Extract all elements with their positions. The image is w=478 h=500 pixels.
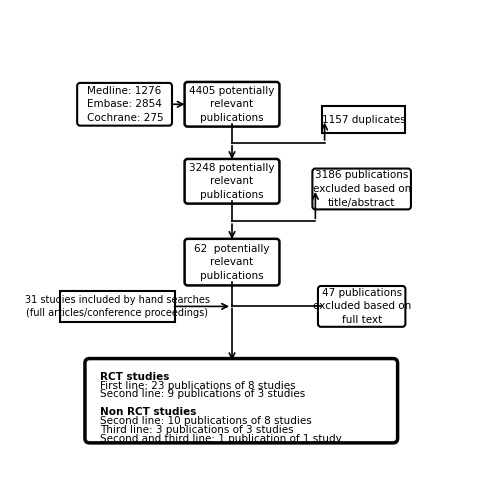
FancyBboxPatch shape xyxy=(60,291,175,322)
Text: RCT studies: RCT studies xyxy=(100,372,170,382)
FancyBboxPatch shape xyxy=(85,358,398,443)
FancyBboxPatch shape xyxy=(77,83,172,126)
FancyBboxPatch shape xyxy=(318,286,405,327)
Text: Medline: 1276
Embase: 2854
Cochrane: 275: Medline: 1276 Embase: 2854 Cochrane: 275 xyxy=(87,86,163,123)
Text: 1157 duplicates: 1157 duplicates xyxy=(322,114,405,124)
Text: 62  potentially
relevant
publications: 62 potentially relevant publications xyxy=(194,244,270,281)
Text: Third line: 3 publications of 3 studies: Third line: 3 publications of 3 studies xyxy=(100,425,294,435)
FancyBboxPatch shape xyxy=(185,82,280,126)
Text: 3186 publications
excluded based on
title/abstract: 3186 publications excluded based on titl… xyxy=(313,170,411,207)
Text: 4405 potentially
relevant
publications: 4405 potentially relevant publications xyxy=(189,86,275,123)
FancyBboxPatch shape xyxy=(185,159,280,204)
Text: 47 publications
excluded based on
full text: 47 publications excluded based on full t… xyxy=(313,288,411,325)
FancyBboxPatch shape xyxy=(313,168,411,209)
FancyBboxPatch shape xyxy=(322,106,405,134)
Text: First line: 23 publications of 8 studies: First line: 23 publications of 8 studies xyxy=(100,380,296,390)
FancyBboxPatch shape xyxy=(185,239,280,286)
Text: Second line: 10 publications of 8 studies: Second line: 10 publications of 8 studie… xyxy=(100,416,312,426)
Text: 3248 potentially
relevant
publications: 3248 potentially relevant publications xyxy=(189,162,275,200)
Text: 31 studies included by hand searches
(full articles/conference proceedings): 31 studies included by hand searches (fu… xyxy=(25,294,210,318)
Text: Non RCT studies: Non RCT studies xyxy=(100,407,197,417)
Text: Second line: 9 publications of 3 studies: Second line: 9 publications of 3 studies xyxy=(100,390,306,400)
Text: Second and third line: 1 publication of 1 study: Second and third line: 1 publication of … xyxy=(100,434,342,444)
